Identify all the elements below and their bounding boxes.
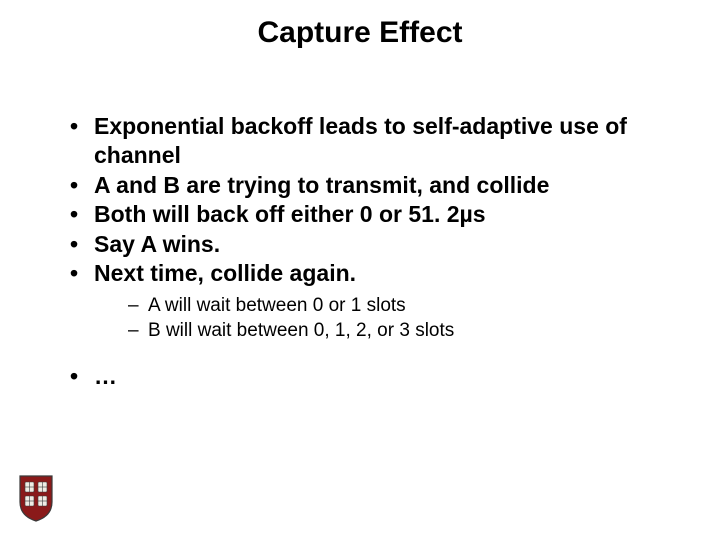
sub-bullet-list: A will wait between 0 or 1 slots B will … bbox=[66, 293, 666, 344]
slide-body: Exponential backoff leads to self-adapti… bbox=[66, 112, 666, 391]
bullet-list-continued: … bbox=[66, 362, 666, 391]
bullet-item: A and B are trying to transmit, and coll… bbox=[66, 171, 666, 200]
sub-bullet-item: B will wait between 0, 1, 2, or 3 slots bbox=[128, 318, 666, 344]
sub-bullet-block: A will wait between 0 or 1 slots B will … bbox=[66, 293, 666, 344]
bullet-item: Both will back off either 0 or 51. 2µs bbox=[66, 200, 666, 229]
bullet-item: Next time, collide again. bbox=[66, 259, 666, 288]
bullet-item: Say A wins. bbox=[66, 230, 666, 259]
bullet-item: … bbox=[66, 362, 666, 391]
slide-title: Capture Effect bbox=[0, 16, 720, 50]
university-crest-icon bbox=[18, 472, 54, 522]
bullet-item: Exponential backoff leads to self-adapti… bbox=[66, 112, 666, 171]
bullet-list: Exponential backoff leads to self-adapti… bbox=[66, 112, 666, 289]
sub-bullet-item: A will wait between 0 or 1 slots bbox=[128, 293, 666, 319]
slide: Capture Effect Exponential backoff leads… bbox=[0, 0, 720, 540]
final-bullet-block: … bbox=[66, 362, 666, 391]
